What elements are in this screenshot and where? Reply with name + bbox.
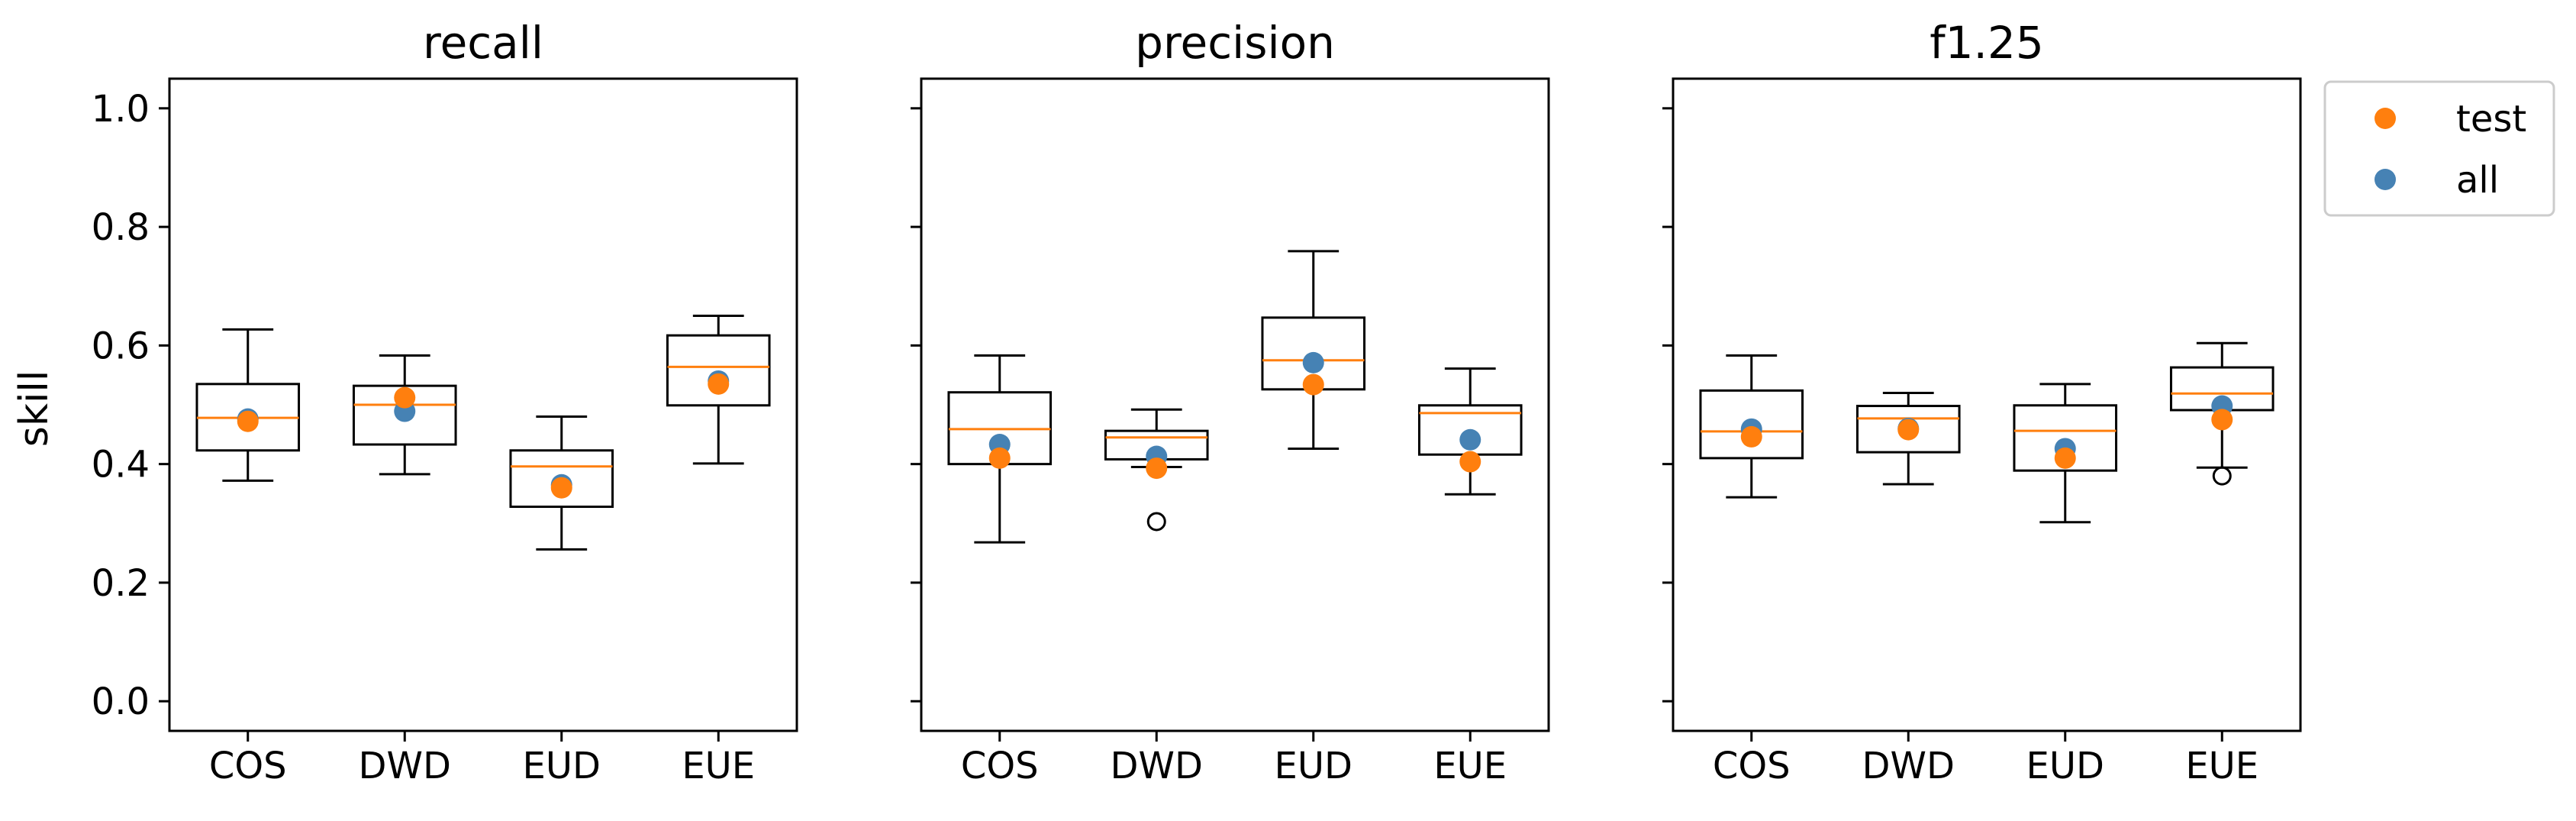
panel-frame [168,77,798,732]
x-tick-label: DWD [1862,745,1955,787]
outlier-point [2212,466,2232,486]
y-tick-label: 0.6 [92,325,150,367]
x-tick-label: EUD [523,745,601,787]
test-point [550,477,572,499]
y-tick-label: 0.0 [92,680,150,723]
test-point [1740,425,1762,448]
y-tick-label: 1.0 [92,88,150,131]
test-point [1146,457,1168,480]
panel-frame [1672,77,2302,732]
test-point [988,447,1011,469]
x-tick-label: COS [961,745,1039,787]
y-tick-label: 0.8 [92,206,150,249]
y-axis-label: skill [11,370,57,448]
legend-marker-test [2374,108,2396,129]
x-tick-label: COS [209,745,287,787]
box [509,449,614,509]
x-tick-label: DWD [1111,745,1203,787]
box [2013,404,2118,472]
x-tick-label: EUD [2026,745,2104,787]
box [1855,405,1961,454]
x-tick-label: EUE [1433,745,1507,787]
panel-title: f1.25 [1930,17,2044,69]
test-point [1302,373,1324,396]
all-point [1459,428,1481,451]
x-tick-label: EUE [2185,745,2258,787]
x-tick-label: COS [1713,745,1791,787]
box [666,334,771,407]
x-tick-label: DWD [359,745,451,787]
panel-title: precision [1135,17,1335,69]
legend-label-test: test [2456,98,2526,141]
legend-label-all: all [2456,159,2499,202]
all-point [1302,351,1324,373]
test-point [1459,451,1481,473]
panel-frame [920,77,1550,732]
panel-title: recall [423,17,543,69]
y-tick-label: 0.4 [92,444,150,486]
x-tick-label: EUD [1275,745,1352,787]
test-point [237,410,259,432]
legend: test all [2323,80,2555,217]
legend-marker-all [2374,169,2396,190]
test-point [394,386,416,409]
box [352,384,457,446]
outlier-point [1146,512,1166,532]
box [1699,389,1804,460]
test-point [2211,409,2233,431]
test-point [1897,419,1920,441]
y-tick-label: 0.2 [92,562,150,605]
test-point [708,373,730,395]
x-tick-label: EUE [682,745,755,787]
test-point [2054,447,2076,469]
